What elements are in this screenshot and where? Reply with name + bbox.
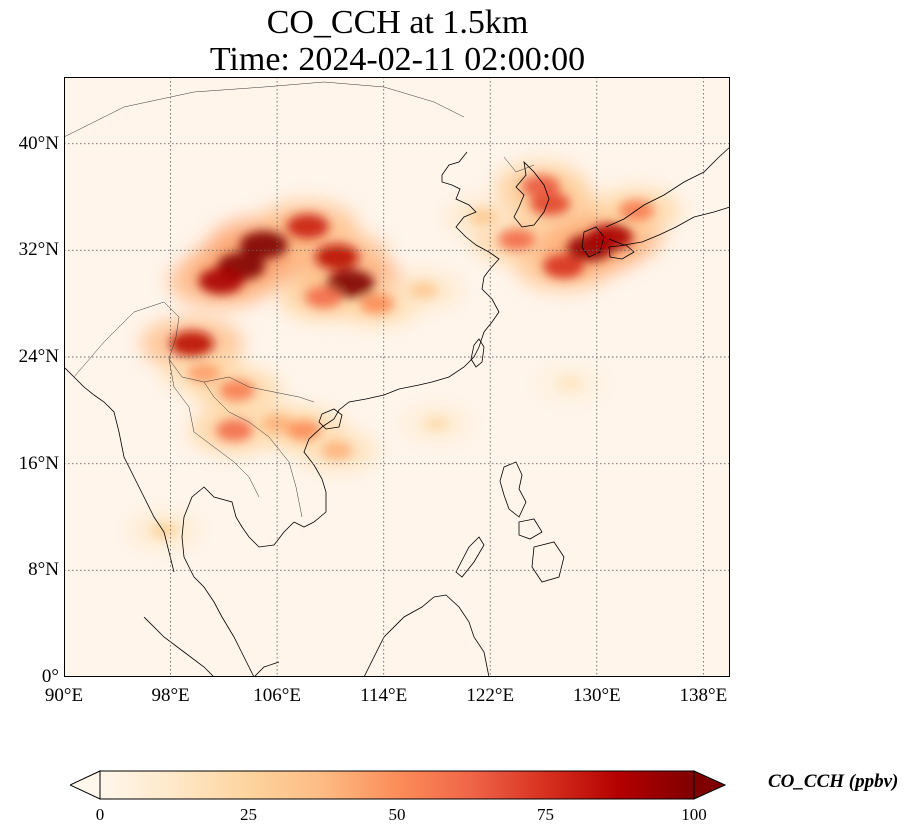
co-hotspot xyxy=(216,419,253,442)
coastline-indochina xyxy=(181,486,295,677)
coastline-korea xyxy=(513,160,550,228)
coastline-borneo xyxy=(363,594,490,677)
border-thailand xyxy=(168,358,260,498)
colorbar-label: CO_CCH (ppbv) xyxy=(768,771,899,792)
latitude-tick-label: 24°N xyxy=(18,346,59,367)
co-hotspot xyxy=(169,330,214,357)
colorbar xyxy=(68,769,727,801)
longitude-tick-label: 130°E xyxy=(572,685,621,706)
coastline-sumatra-malaya xyxy=(143,616,280,677)
co-hotspot xyxy=(187,363,221,383)
coastline-philippines-luzon xyxy=(499,461,527,518)
coastline-philippines-visayas xyxy=(518,518,543,540)
longitude-tick-label: 106°E xyxy=(253,685,301,706)
co-hotspot xyxy=(315,244,359,270)
longitude-tick-label: 122°E xyxy=(466,685,515,706)
colorbar-tick-label: 50 xyxy=(388,805,406,824)
longitude-tick-label: 98°E xyxy=(151,685,190,706)
co-hotspot xyxy=(286,213,329,239)
coastline-hainan xyxy=(318,408,343,430)
border-mongolia xyxy=(64,81,465,138)
coastline-philippines-mindanao xyxy=(531,541,565,583)
co-hotspot xyxy=(498,228,536,251)
colorbar-tick-label: 25 xyxy=(240,805,257,824)
colorbar-extend-low xyxy=(68,770,101,800)
country-borders xyxy=(64,81,535,518)
co-hotspot xyxy=(543,254,584,279)
longitude-tick-label: 114°E xyxy=(360,685,408,706)
map-border xyxy=(64,77,730,677)
coastline-palawan xyxy=(455,536,485,578)
border-china-myanmar xyxy=(73,301,315,403)
colorbar-tick-label: 75 xyxy=(537,805,554,824)
co-hotspot xyxy=(239,231,288,259)
border-korea xyxy=(503,156,535,173)
gridlines xyxy=(64,77,730,677)
latitude-tick-label: 32°N xyxy=(18,239,59,261)
colorbar-tick-label: 100 xyxy=(681,805,707,824)
map-panel[interactable] xyxy=(64,77,730,677)
coastline-taiwan xyxy=(470,338,485,368)
longitude-tick-label: 90°E xyxy=(44,685,84,706)
latitude-tick-label: 0° xyxy=(41,666,59,687)
latitude-tick-label: 16°N xyxy=(18,452,59,474)
colorbar-tick-label: 0 xyxy=(95,805,105,824)
co-hotspot xyxy=(219,379,255,401)
map-title: CO_CCH at 1.5km xyxy=(266,4,529,41)
co-hotspot-layer xyxy=(150,175,655,539)
colorbar-gradient-svg xyxy=(68,770,727,800)
co-hotspot xyxy=(469,208,498,226)
coastline-japan-shikoku xyxy=(608,244,635,260)
map-canvas[interactable] xyxy=(64,77,730,677)
coastline-myanmar xyxy=(64,366,175,573)
border-laos-vietnam xyxy=(203,381,303,518)
coastlines xyxy=(64,146,730,677)
co-hotspot xyxy=(321,441,353,460)
co-hotspot xyxy=(530,192,570,216)
co-hotspot xyxy=(305,286,343,308)
latitude-tick-label: 40°N xyxy=(18,132,59,154)
colorbar-body xyxy=(99,770,695,800)
co-hotspot xyxy=(261,414,293,433)
co-hotspot xyxy=(150,522,178,539)
latitude-tick-label: 8°N xyxy=(28,559,59,581)
co-hotspot xyxy=(286,420,321,441)
colorbar-extend-high xyxy=(693,770,727,800)
co-hotspot xyxy=(558,376,583,391)
coastline-mainland xyxy=(293,151,500,528)
co-hotspot xyxy=(424,416,450,432)
co-hotspot xyxy=(409,281,438,299)
co-hotspot xyxy=(360,293,395,314)
coastline-japan-honshu xyxy=(605,146,730,246)
longitude-tick-label: 138°E xyxy=(679,685,728,706)
co-hotspot xyxy=(198,267,244,295)
coastline-japan-kyushu xyxy=(581,226,605,258)
co-hotspot xyxy=(521,175,560,198)
map-subtitle-time: Time: 2024-02-11 02:00:00 xyxy=(209,41,586,78)
